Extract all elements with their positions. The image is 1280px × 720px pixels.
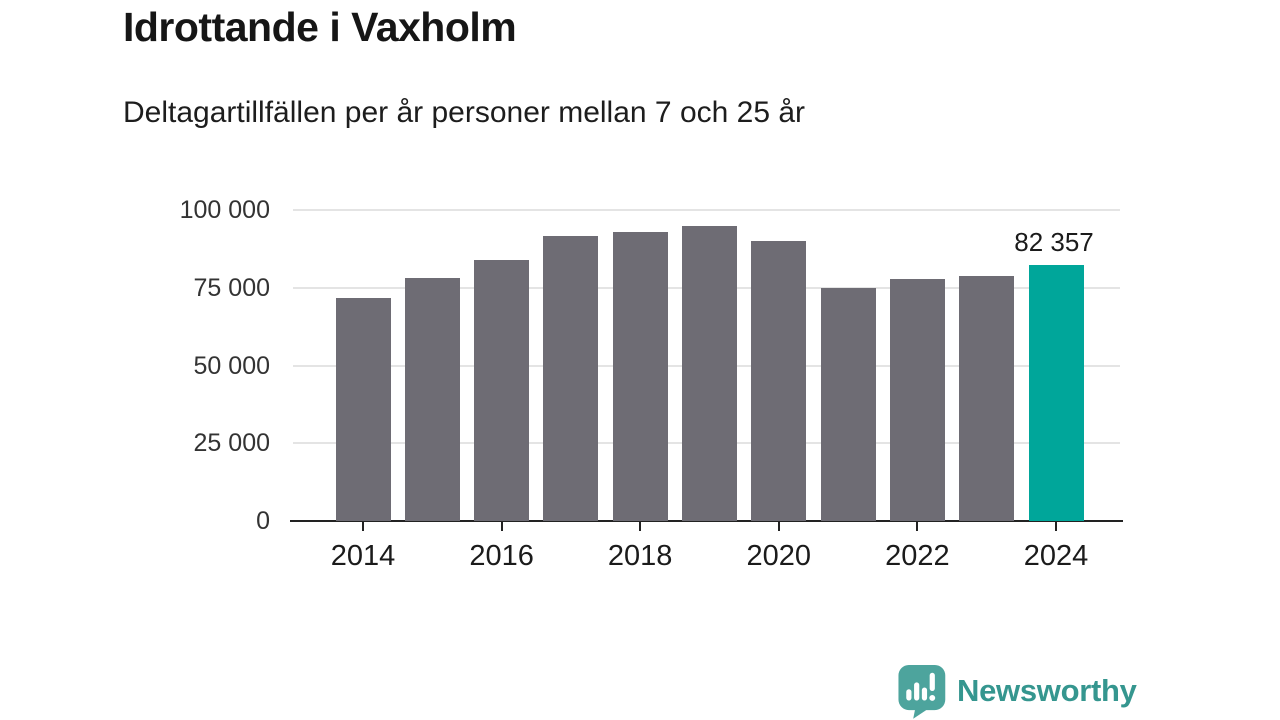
x-tick-2020 xyxy=(777,522,780,531)
chart-title: Idrottande i Vaxholm xyxy=(123,4,517,50)
x-tick-2014 xyxy=(362,522,364,531)
bar-2014 xyxy=(335,298,391,521)
y-axis-label-75000: 75 000 xyxy=(193,273,270,302)
bar-2024 xyxy=(1028,264,1084,521)
x-axis-label-2014: 2014 xyxy=(330,540,396,572)
plot-area: 0 25 000 50 000 75 000 100 000 2014 2016 2018 20… xyxy=(180,196,1123,572)
y-axis-label-25000: 25 000 xyxy=(193,429,270,458)
chart-subtitle: Deltagartillfällen per år personer mella… xyxy=(123,96,806,129)
newsworthy-logo-icon xyxy=(898,665,946,719)
x-axis-label-2024: 2024 xyxy=(1023,540,1089,572)
x-axis-line xyxy=(290,520,1123,522)
x-axis-label-2020: 2020 xyxy=(746,540,812,572)
x-axis-label-2016: 2016 xyxy=(469,540,534,572)
bar-2017 xyxy=(543,236,599,521)
bar-2023 xyxy=(959,275,1015,521)
x-tick-2024 xyxy=(1055,522,1057,531)
bar-2020 xyxy=(751,241,807,521)
y-axis-label-100000: 100 000 xyxy=(179,196,270,224)
bar-2021 xyxy=(820,287,876,521)
newsworthy-logo-text: Newsworthy xyxy=(957,673,1137,708)
x-tick-2018 xyxy=(639,522,642,531)
bar-2022 xyxy=(889,278,945,521)
x-axis-label-2018: 2018 xyxy=(607,540,673,572)
y-axis-label-50000: 50 000 xyxy=(193,351,270,380)
bar-2016 xyxy=(474,259,530,521)
bar-2015 xyxy=(404,278,460,521)
x-tick-2016 xyxy=(500,522,503,531)
bar-2019 xyxy=(682,225,737,521)
x-axis-label-2022: 2022 xyxy=(885,540,950,572)
gridline-100000 xyxy=(293,209,1120,211)
x-tick-2022 xyxy=(916,522,919,531)
y-axis-label-0: 0 xyxy=(256,507,270,535)
newsworthy-logo: Newsworthy xyxy=(895,663,1137,719)
bar-2018 xyxy=(612,231,668,521)
value-label-2024: 82 357 xyxy=(1014,226,1094,257)
